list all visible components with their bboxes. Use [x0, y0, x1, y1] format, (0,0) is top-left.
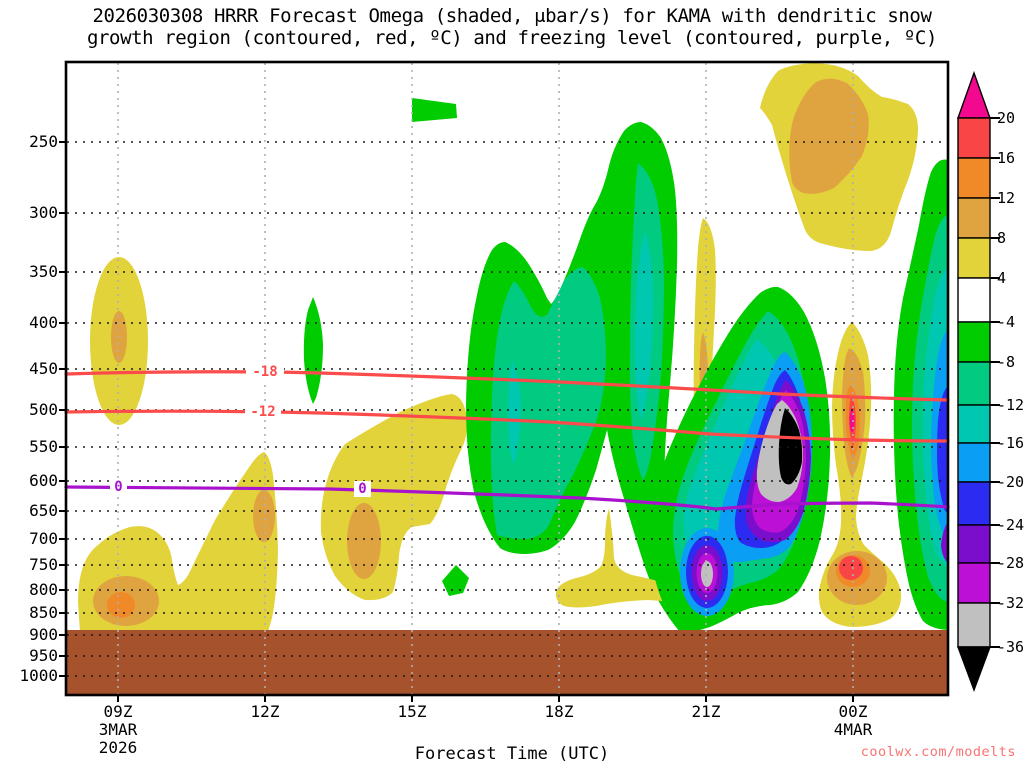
- x-date-2026: 2026: [98, 738, 138, 757]
- x-axis-title: Forecast Time (UTC): [414, 744, 610, 764]
- y-tick-600: 600: [29, 471, 58, 490]
- y-tick-1000: 1000: [19, 666, 58, 685]
- y-tick-400: 400: [29, 313, 58, 332]
- omega-shading: [78, 63, 948, 632]
- y-tick-300: 300: [29, 203, 58, 222]
- x-tick-12z: 12Z: [250, 702, 280, 721]
- cbar-label-m24: -24: [997, 516, 1024, 534]
- y-tick-350: 350: [29, 262, 58, 281]
- cbar-label-m8: -8: [997, 353, 1016, 371]
- cbar-label-m16: -16: [997, 434, 1024, 452]
- dendritic-contour-minus18: [64, 370, 950, 402]
- x-date-4mar: 4MAR: [833, 720, 873, 739]
- cbar-label-m20: -20: [997, 473, 1024, 491]
- cbar-label-4: 4: [997, 269, 1007, 287]
- chart-title-line2: growth region (contoured, red, ºC) and f…: [86, 27, 937, 49]
- cbar-label-16: 16: [997, 149, 1016, 167]
- cbar-label-m32: -32: [997, 594, 1024, 612]
- y-tick-550: 550: [29, 437, 58, 456]
- y-tick-250: 250: [29, 132, 58, 151]
- colorbar: [956, 70, 992, 693]
- cbar-label-m12: -12: [997, 396, 1024, 414]
- cbar-label-m36: -36: [997, 638, 1024, 656]
- contour-label-minus18: -18: [246, 364, 284, 380]
- watermark-link[interactable]: coolwx.com/modelts: [860, 744, 1016, 760]
- x-tick-18z: 18Z: [544, 702, 574, 721]
- y-tick-450: 450: [29, 359, 58, 378]
- cbar-label-8: 8: [997, 229, 1007, 247]
- x-tick-15z: 15Z: [397, 702, 427, 721]
- y-tick-850: 850: [29, 603, 58, 622]
- x-tick-09z: 09Z: [103, 702, 133, 721]
- contour-label-minus12: -12: [245, 404, 281, 420]
- terrain-band: [67, 630, 947, 694]
- x-date-3mar: 3MAR: [98, 720, 138, 739]
- cbar-label-m28: -28: [997, 554, 1024, 572]
- plot-border: [64, 60, 950, 697]
- y-tick-500: 500: [29, 400, 58, 419]
- cbar-label-20: 20: [997, 109, 1016, 127]
- y-tick-950: 950: [29, 646, 58, 665]
- cbar-label-m4: -4: [997, 313, 1016, 331]
- y-tick-800: 800: [29, 580, 58, 599]
- y-tick-900: 900: [29, 625, 58, 644]
- y-tick-750: 750: [29, 555, 58, 574]
- freezing-label-left: 0: [110, 479, 127, 495]
- x-tick-21z: 21Z: [691, 702, 721, 721]
- y-tick-700: 700: [29, 529, 58, 548]
- cbar-label-12: 12: [997, 189, 1016, 207]
- gridlines: [67, 63, 947, 694]
- freezing-level-contour: [64, 485, 950, 511]
- freezing-label-mid: 0: [354, 481, 371, 497]
- y-tick-650: 650: [29, 501, 58, 520]
- x-tick-00z: 00Z: [838, 702, 868, 721]
- chart-title-line1: 2026030308 HRRR Forecast Omega (shaded, …: [92, 5, 932, 27]
